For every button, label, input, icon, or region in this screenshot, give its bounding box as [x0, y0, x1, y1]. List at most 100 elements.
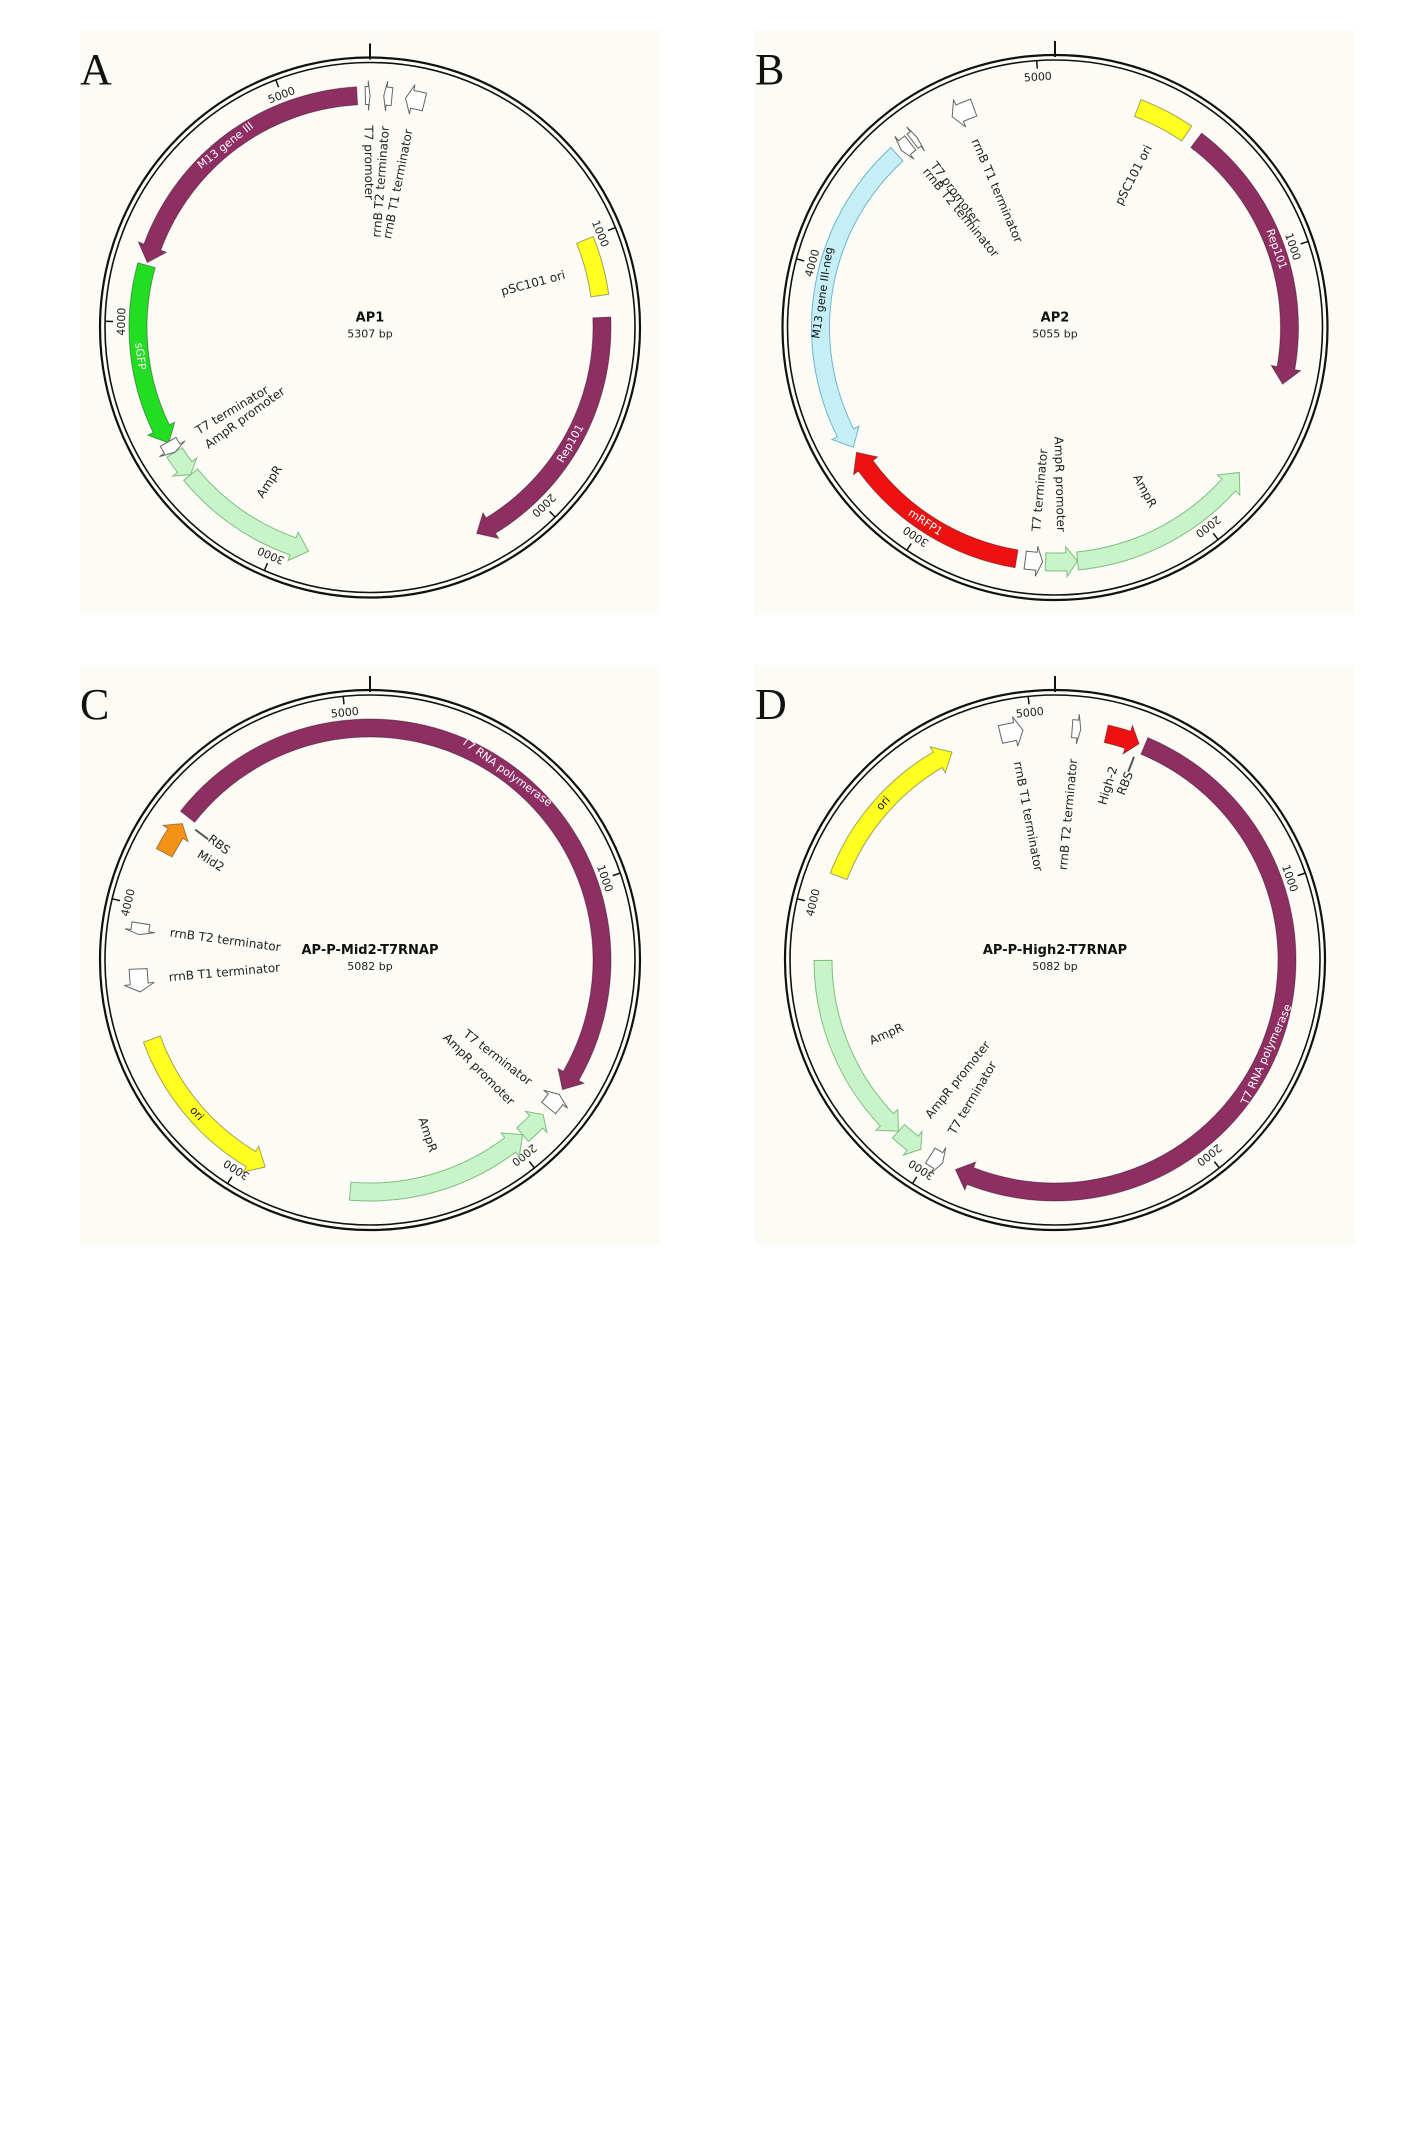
feature-label: M13 gene III [195, 119, 256, 171]
rbs-marker [194, 828, 209, 840]
feature-arrow [179, 718, 612, 1091]
feature-label: sGFP [132, 342, 148, 371]
panel-letter: A [80, 45, 112, 94]
tick-mark [549, 510, 556, 518]
tick-label: 4000 [119, 887, 138, 917]
panel-letter: B [755, 45, 785, 94]
tick-mark [275, 79, 280, 88]
feature-arrow [1044, 545, 1079, 579]
feature-rep101: Rep101 [1190, 132, 1302, 385]
feature-ori: ori [142, 1035, 266, 1173]
feature-rrnb-t1-terminator: rrnB T1 terminator [997, 716, 1046, 873]
plasmid-size: 5055 bp [1032, 328, 1077, 341]
feature-arrow [1190, 132, 1302, 385]
feature-label: rrnB T1 terminator [168, 960, 281, 984]
rbs-marker [1127, 756, 1135, 773]
feature-label: rrnB T2 terminator [169, 926, 282, 955]
feature-arrow [405, 84, 428, 115]
feature-arrow [1076, 471, 1241, 571]
feature-label: T7 promoter [361, 124, 376, 200]
tick-mark [342, 696, 345, 705]
feature-t7-rna-polymerase: T7 RNA polymerase [954, 736, 1297, 1202]
feature-label: AmpR [1130, 472, 1159, 510]
feature-arrow [906, 126, 925, 152]
feature-rrnb-t2-terminator: rrnB T2 terminator [124, 921, 282, 955]
feature-label: T7 RNA polymerase [1238, 1002, 1295, 1108]
feature-ampr-promoter: AmpR promoter [166, 384, 288, 477]
feature-label: T7 RNA polymerase [458, 734, 554, 809]
feature-ampr-promoter: AmpR promoter [1044, 436, 1079, 579]
feature-label: rrnB T1 terminator [1011, 760, 1046, 872]
feature-m13-gene-iii: M13 gene III [137, 86, 359, 264]
feature-arrow [951, 98, 978, 128]
feature-arrow [516, 1110, 548, 1143]
tick-mark [1035, 60, 1039, 69]
plasmid-name: AP1 [356, 311, 385, 326]
feature-arrow [810, 146, 904, 448]
plasmid-name: AP-P-High2-T7RNAP [983, 943, 1127, 958]
feature-arrow [137, 86, 359, 264]
feature-arrow [829, 746, 953, 881]
feature-arrow [894, 135, 917, 160]
plasmid-panel-b: B 1000 2000 3000 4000 5000 pSC101 ori Rep101 Amp… [755, 30, 1355, 615]
tick-label: 5000 [1023, 70, 1052, 85]
tick-mark [1297, 872, 1306, 877]
feature-arrow [124, 968, 155, 993]
feature-ori: ori [829, 746, 953, 881]
feature-label: pSC101 ori [1112, 143, 1155, 208]
plasmid-size: 5307 bp [347, 328, 392, 341]
feature-rrnb-t1-terminator: rrnB T1 terminator [124, 960, 281, 993]
feature-arrow [155, 823, 190, 858]
feature-arrow [1070, 714, 1082, 745]
feature-label: AmpR [416, 1116, 440, 1154]
feature-arrow [182, 468, 310, 562]
feature-arrow [383, 81, 394, 112]
feature-arrow [166, 446, 198, 477]
tick-mark [796, 898, 806, 902]
plasmid-name: AP2 [1041, 311, 1070, 326]
tick-mark [906, 543, 912, 551]
tick-mark [612, 872, 621, 877]
tick-mark [1212, 532, 1219, 540]
feature-arrow [1133, 99, 1193, 142]
plasmid-name: AP-P-Mid2-T7RNAP [301, 943, 438, 958]
feature-arrow [924, 1147, 947, 1174]
tick-label: 4000 [115, 308, 129, 336]
feature-arrow [852, 451, 1019, 569]
panel-letter: D [755, 680, 787, 729]
tick-mark [226, 1176, 233, 1184]
feature-t7-promoter: T7 promoter [361, 80, 376, 200]
feature-rrnb-t2-terminator: rrnB T2 terminator [1056, 714, 1082, 871]
backbone-inner-ring [786, 59, 1324, 596]
feature-arrow [142, 1035, 266, 1173]
feature-ampr: AmpR [182, 463, 310, 562]
feature-label: pSC101 ori [499, 268, 566, 299]
feature-sgfp: sGFP [128, 262, 176, 444]
feature-arrow [891, 1123, 923, 1157]
plasmid-panel-d: D 1000 2000 3000 4000 5000 High-2 RBS T7 RNA pol… [755, 665, 1355, 1245]
tick-mark [607, 226, 616, 232]
feature-arrow [1023, 546, 1044, 577]
feature-mrfp1: mRFP1 [852, 451, 1019, 569]
backbone-inner-ring [104, 694, 636, 1226]
feature-arrow [1103, 723, 1140, 756]
tick-mark [796, 258, 805, 262]
feature-arrow [813, 959, 899, 1132]
feature-label: AmpR [254, 463, 285, 501]
tick-mark [528, 1161, 535, 1169]
tick-mark [1213, 1161, 1220, 1169]
feature-arrow [364, 80, 371, 111]
tick-mark [1300, 240, 1309, 245]
tick-mark [263, 562, 269, 571]
backbone-inner-ring [789, 694, 1321, 1226]
tick-mark [1027, 696, 1030, 705]
plasmid-size: 5082 bp [1032, 960, 1077, 973]
feature-t7-rna-polymerase: T7 RNA polymerase [179, 718, 612, 1091]
tick-label: 4000 [804, 887, 823, 917]
feature-arrow [124, 921, 155, 936]
feature-psc101-ori: pSC101 ori [499, 235, 610, 299]
